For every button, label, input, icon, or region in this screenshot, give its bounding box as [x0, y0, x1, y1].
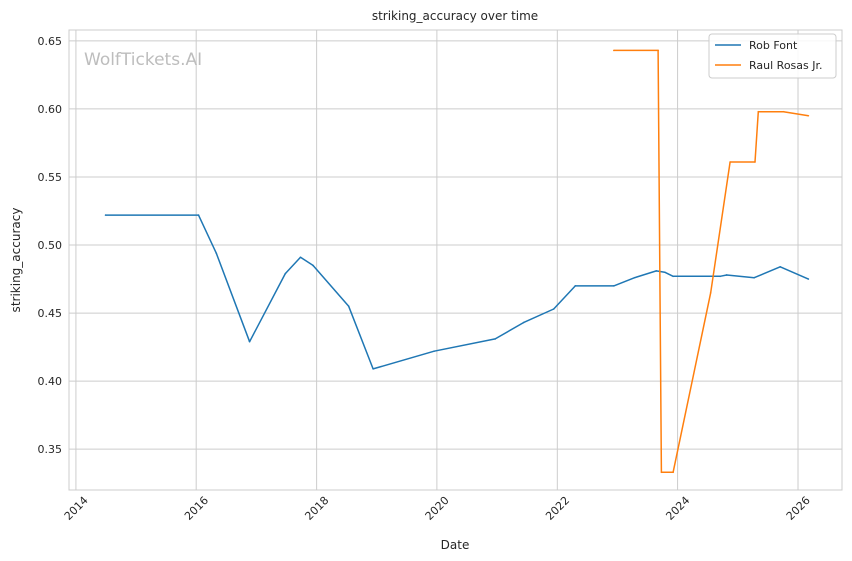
chart-title: striking_accuracy over time	[372, 9, 538, 23]
data-point	[248, 340, 251, 343]
series-line-rob-font	[105, 214, 809, 370]
data-point	[782, 110, 785, 113]
data-point	[347, 305, 350, 308]
watermark: WolfTickets.AI	[84, 50, 202, 70]
data-point	[729, 161, 731, 163]
data-point	[372, 368, 374, 370]
data-point	[613, 49, 615, 52]
legend-label: Raul Rosas Jr.	[749, 59, 823, 72]
data-point	[574, 285, 577, 287]
y-axis-title: striking_accuracy	[9, 208, 23, 313]
data-point	[633, 276, 636, 279]
data-point	[660, 471, 663, 474]
legend-label: Rob Font	[749, 39, 798, 52]
data-point	[284, 272, 287, 275]
y-tick-label: 0.35	[38, 443, 63, 456]
legend: Rob Font Raul Rosas Jr.	[708, 33, 837, 79]
data-point	[552, 308, 555, 310]
data-point	[299, 256, 302, 259]
y-tick-label: 0.60	[38, 103, 63, 116]
data-point	[754, 161, 756, 163]
data-point	[719, 275, 721, 278]
data-point	[494, 338, 497, 340]
y-tick-label: 0.65	[38, 35, 63, 48]
series-layer	[104, 49, 810, 474]
data-point	[725, 274, 728, 276]
data-point	[522, 321, 525, 324]
plot-frame	[68, 29, 843, 491]
data-point	[197, 214, 200, 216]
y-tick-label: 0.55	[38, 171, 63, 184]
data-point	[807, 114, 810, 117]
y-axis-ticks: 0.35 0.40 0.45 0.50 0.55 0.60 0.65	[38, 35, 63, 456]
data-point	[104, 214, 107, 216]
data-point	[613, 285, 615, 287]
data-point	[779, 266, 782, 268]
y-tick-label: 0.50	[38, 239, 63, 252]
data-point	[672, 275, 674, 278]
data-point	[215, 252, 218, 254]
data-point	[807, 278, 810, 280]
data-point	[657, 49, 659, 52]
data-point	[312, 264, 314, 267]
x-axis-title: Date	[441, 538, 470, 552]
data-point	[663, 271, 666, 274]
data-point	[709, 291, 712, 294]
data-point	[672, 471, 674, 474]
data-point	[655, 270, 658, 272]
data-point	[753, 276, 755, 279]
y-tick-label: 0.45	[38, 307, 63, 320]
y-tick-label: 0.40	[38, 375, 63, 388]
series-line-raul-rosas-jr	[613, 49, 809, 474]
data-point	[433, 350, 435, 352]
data-point	[757, 110, 760, 113]
